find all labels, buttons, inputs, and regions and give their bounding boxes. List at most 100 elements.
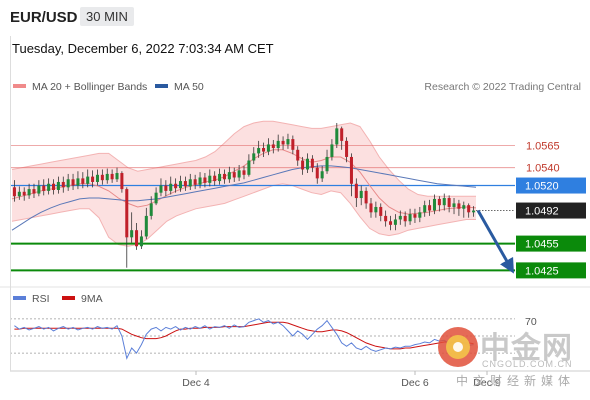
candle-body (276, 140, 280, 149)
candle (330, 139, 334, 161)
candle (354, 178, 358, 207)
candle-body (105, 173, 109, 181)
candle (149, 196, 153, 220)
candle-body (345, 140, 349, 157)
candle (315, 163, 319, 184)
candle (154, 187, 158, 206)
candle (247, 154, 251, 177)
candle-body (232, 172, 236, 178)
candle-body (291, 139, 295, 150)
candle (364, 187, 368, 209)
ma9-legend-swatch (62, 296, 75, 300)
candle-body (17, 191, 21, 197)
ma50-legend-swatch (155, 84, 168, 88)
rsi-line (14, 318, 474, 360)
candle (144, 207, 148, 240)
candle (159, 178, 163, 197)
candle (139, 230, 143, 249)
rsi-legend-swatch (13, 296, 26, 300)
candle (472, 206, 476, 217)
candle (86, 169, 90, 188)
candle (120, 171, 124, 193)
candle (276, 134, 280, 152)
copyright-text: Research © 2022 Trading Central (424, 81, 581, 93)
candle-body (139, 236, 143, 247)
pivot-label-box (516, 177, 586, 194)
candle-body (432, 198, 436, 211)
candle-body (22, 191, 26, 196)
candle-body (252, 153, 256, 161)
candle (379, 203, 383, 222)
candle (447, 195, 451, 213)
x-axis: Dec 4 Dec 6 Dec 9 (182, 371, 501, 389)
candle-body (457, 203, 461, 209)
candle-body (408, 214, 412, 222)
candle (130, 212, 134, 243)
watermark-logo-icon (438, 327, 478, 367)
candle (286, 133, 290, 149)
candle (164, 180, 168, 197)
candle (115, 167, 119, 182)
candle (389, 215, 393, 231)
candle (393, 214, 397, 231)
candles (12, 123, 476, 268)
candle-body (100, 174, 104, 181)
candle (95, 169, 99, 186)
candle (281, 136, 285, 150)
candle-body (369, 203, 373, 213)
candle (457, 199, 461, 216)
candle-body (125, 189, 129, 238)
watermark-chinese-text: 中金网 (480, 331, 573, 366)
candle-body (335, 128, 339, 145)
rsi-level-70-label: 70 (525, 316, 537, 328)
rsi-legend-label: RSI (32, 293, 50, 305)
candle-body (418, 212, 422, 218)
candle-body (169, 183, 173, 191)
candle-body (193, 179, 197, 185)
candle-body (198, 177, 202, 185)
candle (403, 211, 407, 227)
candle-body (56, 181, 60, 190)
candle (452, 198, 456, 215)
candle-body (247, 160, 251, 175)
bollinger-legend-swatch (13, 84, 26, 88)
candle (291, 135, 295, 155)
candle-body (159, 185, 163, 193)
candle (17, 186, 21, 200)
candle-body (349, 156, 353, 184)
price-levels (10, 144, 515, 272)
candle (174, 178, 178, 193)
candle-body (174, 183, 178, 189)
candle-body (149, 203, 153, 216)
candle (384, 210, 388, 227)
candle (413, 208, 417, 224)
bollinger-upper-line (11, 120, 476, 197)
candle (47, 178, 51, 195)
candle (335, 123, 339, 149)
candle-body (472, 210, 476, 213)
support-label-1.0455: 1.0455 (525, 239, 559, 251)
timeframe-badge[interactable]: 30 MIN (80, 7, 134, 26)
ma9-legend-label: 9MA (81, 293, 103, 305)
ma50-line (11, 165, 477, 231)
candle-body (81, 178, 85, 184)
candle-body (447, 198, 451, 207)
candle (218, 168, 222, 185)
candle-body (203, 177, 207, 183)
candle (56, 176, 60, 194)
resistance-label-1.0565: 1.0565 (526, 140, 560, 152)
candle-body (130, 230, 134, 238)
candle (27, 183, 31, 199)
candle (345, 137, 349, 163)
candle (66, 173, 70, 191)
currency-pair-title: EUR/USD (10, 9, 78, 26)
candle (467, 203, 471, 218)
candle-body (330, 144, 334, 157)
candle (408, 208, 412, 225)
candle-body (37, 185, 41, 194)
candle (462, 201, 466, 218)
candle (100, 169, 104, 185)
candle-body (325, 156, 329, 172)
candle-body (428, 205, 432, 211)
level-labels: 1.0565 1.0540 1.0520 1.0492 1.0455 1.0425 (516, 140, 586, 279)
